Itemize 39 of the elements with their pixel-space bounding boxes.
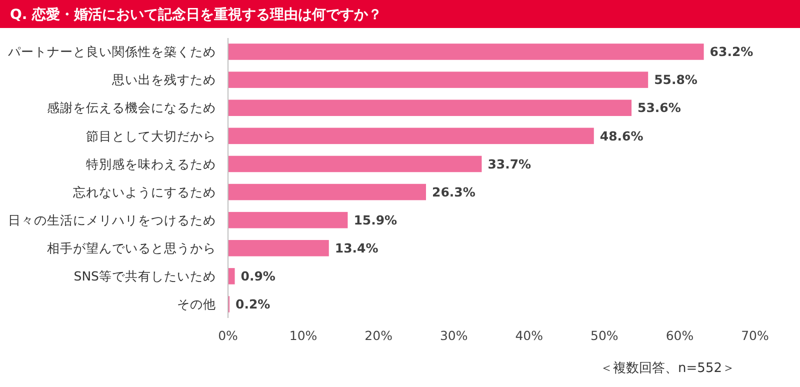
- x-tick-label: 50%: [590, 328, 618, 343]
- y-tick-label: 特別感を味わえるため: [86, 156, 216, 172]
- y-tick-label: 思い出を残すため: [111, 72, 216, 88]
- data-label: 53.6%: [638, 100, 682, 116]
- y-tick-label: 日々の生活にメリハリをつけるため: [8, 212, 216, 228]
- data-label: 33.7%: [488, 156, 532, 172]
- text: ＜複数回答、n=552＞: [600, 361, 735, 376]
- bar: [228, 44, 704, 60]
- data-label: 0.9%: [240, 268, 276, 284]
- bar: [228, 268, 235, 284]
- bar: [228, 156, 482, 172]
- bar: [228, 128, 594, 144]
- bar: [228, 72, 648, 88]
- x-tick-label: 70%: [741, 328, 770, 343]
- data-label: 63.2%: [710, 44, 754, 60]
- y-tick-label: パートナーと良い関係性を築くため: [7, 44, 216, 60]
- data-label: 13.4%: [334, 240, 379, 256]
- x-tick-label: 20%: [364, 328, 393, 343]
- chart-title: Q. 恋愛・婚活において記念日を重視する理由は何ですか？: [10, 6, 382, 23]
- y-tick-label: 相手が望んでいると思うから: [47, 240, 216, 256]
- data-label: 26.3%: [432, 184, 476, 200]
- x-tick-label: 10%: [289, 328, 318, 343]
- data-label: 15.9%: [354, 212, 398, 228]
- x-tick-label: 60%: [666, 328, 694, 343]
- bar: [228, 100, 632, 116]
- y-tick-label: その他: [177, 296, 216, 312]
- y-tick-label: 感謝を伝える機会になるため: [47, 100, 216, 116]
- data-label: 0.2%: [236, 296, 271, 312]
- y-tick-label: SNS等で共有したいため: [74, 268, 216, 284]
- bar: [228, 184, 426, 200]
- y-tick-label: 節目として大切だから: [86, 128, 216, 144]
- data-label: 55.8%: [654, 72, 698, 88]
- x-tick-label: 30%: [440, 328, 468, 343]
- bar: [228, 240, 329, 256]
- x-tick-label: 40%: [515, 328, 544, 343]
- x-tick-label: 0%: [218, 328, 238, 343]
- y-tick-label: 忘れないようにするため: [73, 184, 216, 200]
- bar: [228, 212, 348, 228]
- data-label: 48.6%: [600, 128, 644, 144]
